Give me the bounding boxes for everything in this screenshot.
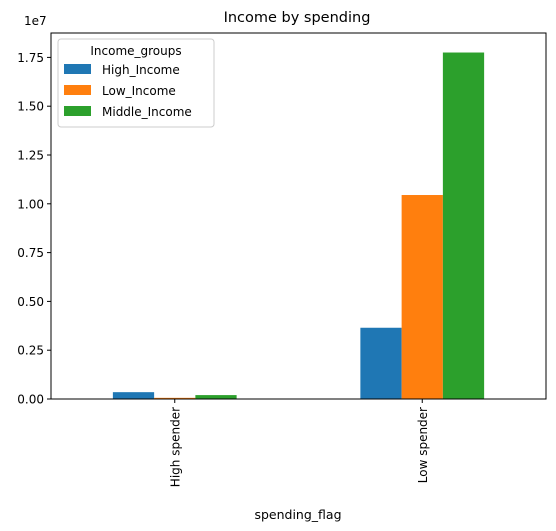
legend-swatch bbox=[64, 64, 91, 74]
legend-swatch bbox=[64, 85, 91, 95]
bar-low-income-1 bbox=[154, 397, 196, 399]
y-axis: 0.00 0.25 0.50 0.75 1.00 1.25 1.50 1.75 bbox=[17, 51, 51, 407]
y-tick-label: 0.25 bbox=[17, 344, 44, 358]
bar-middle-income-1 bbox=[195, 395, 237, 399]
y-tick-label: 1.25 bbox=[17, 149, 44, 163]
legend-swatch bbox=[64, 106, 91, 116]
y-offset-label: 1e7 bbox=[24, 14, 47, 28]
legend-entry-label: Low_Income bbox=[102, 84, 176, 98]
y-tick-label: 0.50 bbox=[17, 295, 44, 309]
bar-middle-income-2 bbox=[442, 52, 485, 400]
y-tick-label: 0.00 bbox=[17, 393, 44, 407]
chart-title: Income by spending bbox=[224, 10, 371, 26]
legend-box bbox=[57, 38, 215, 128]
legend: Income_groups High_Income Low_Income Middle… bbox=[57, 38, 215, 128]
x-axis: High spender Low spender bbox=[168, 399, 430, 487]
bars-group bbox=[112, 52, 485, 400]
x-axis-label: spending_flag bbox=[254, 507, 341, 522]
legend-entry-label: High_Income bbox=[102, 63, 180, 77]
x-tick-label: Low spender bbox=[416, 407, 430, 483]
legend-title: Income_groups bbox=[90, 44, 181, 58]
plot-frame bbox=[50, 32, 547, 400]
bar-high-income-1 bbox=[112, 392, 155, 399]
bar-high-income-2 bbox=[360, 327, 402, 399]
y-tick-label: 1.75 bbox=[17, 51, 44, 65]
legend-entry-label: Middle_Income bbox=[102, 105, 192, 119]
y-tick-label: 0.75 bbox=[17, 246, 44, 260]
bar-low-income-2 bbox=[401, 195, 443, 399]
y-tick-label: 1.50 bbox=[17, 100, 44, 114]
x-tick-label: High spender bbox=[168, 407, 182, 487]
y-tick-label: 1.00 bbox=[17, 197, 44, 211]
